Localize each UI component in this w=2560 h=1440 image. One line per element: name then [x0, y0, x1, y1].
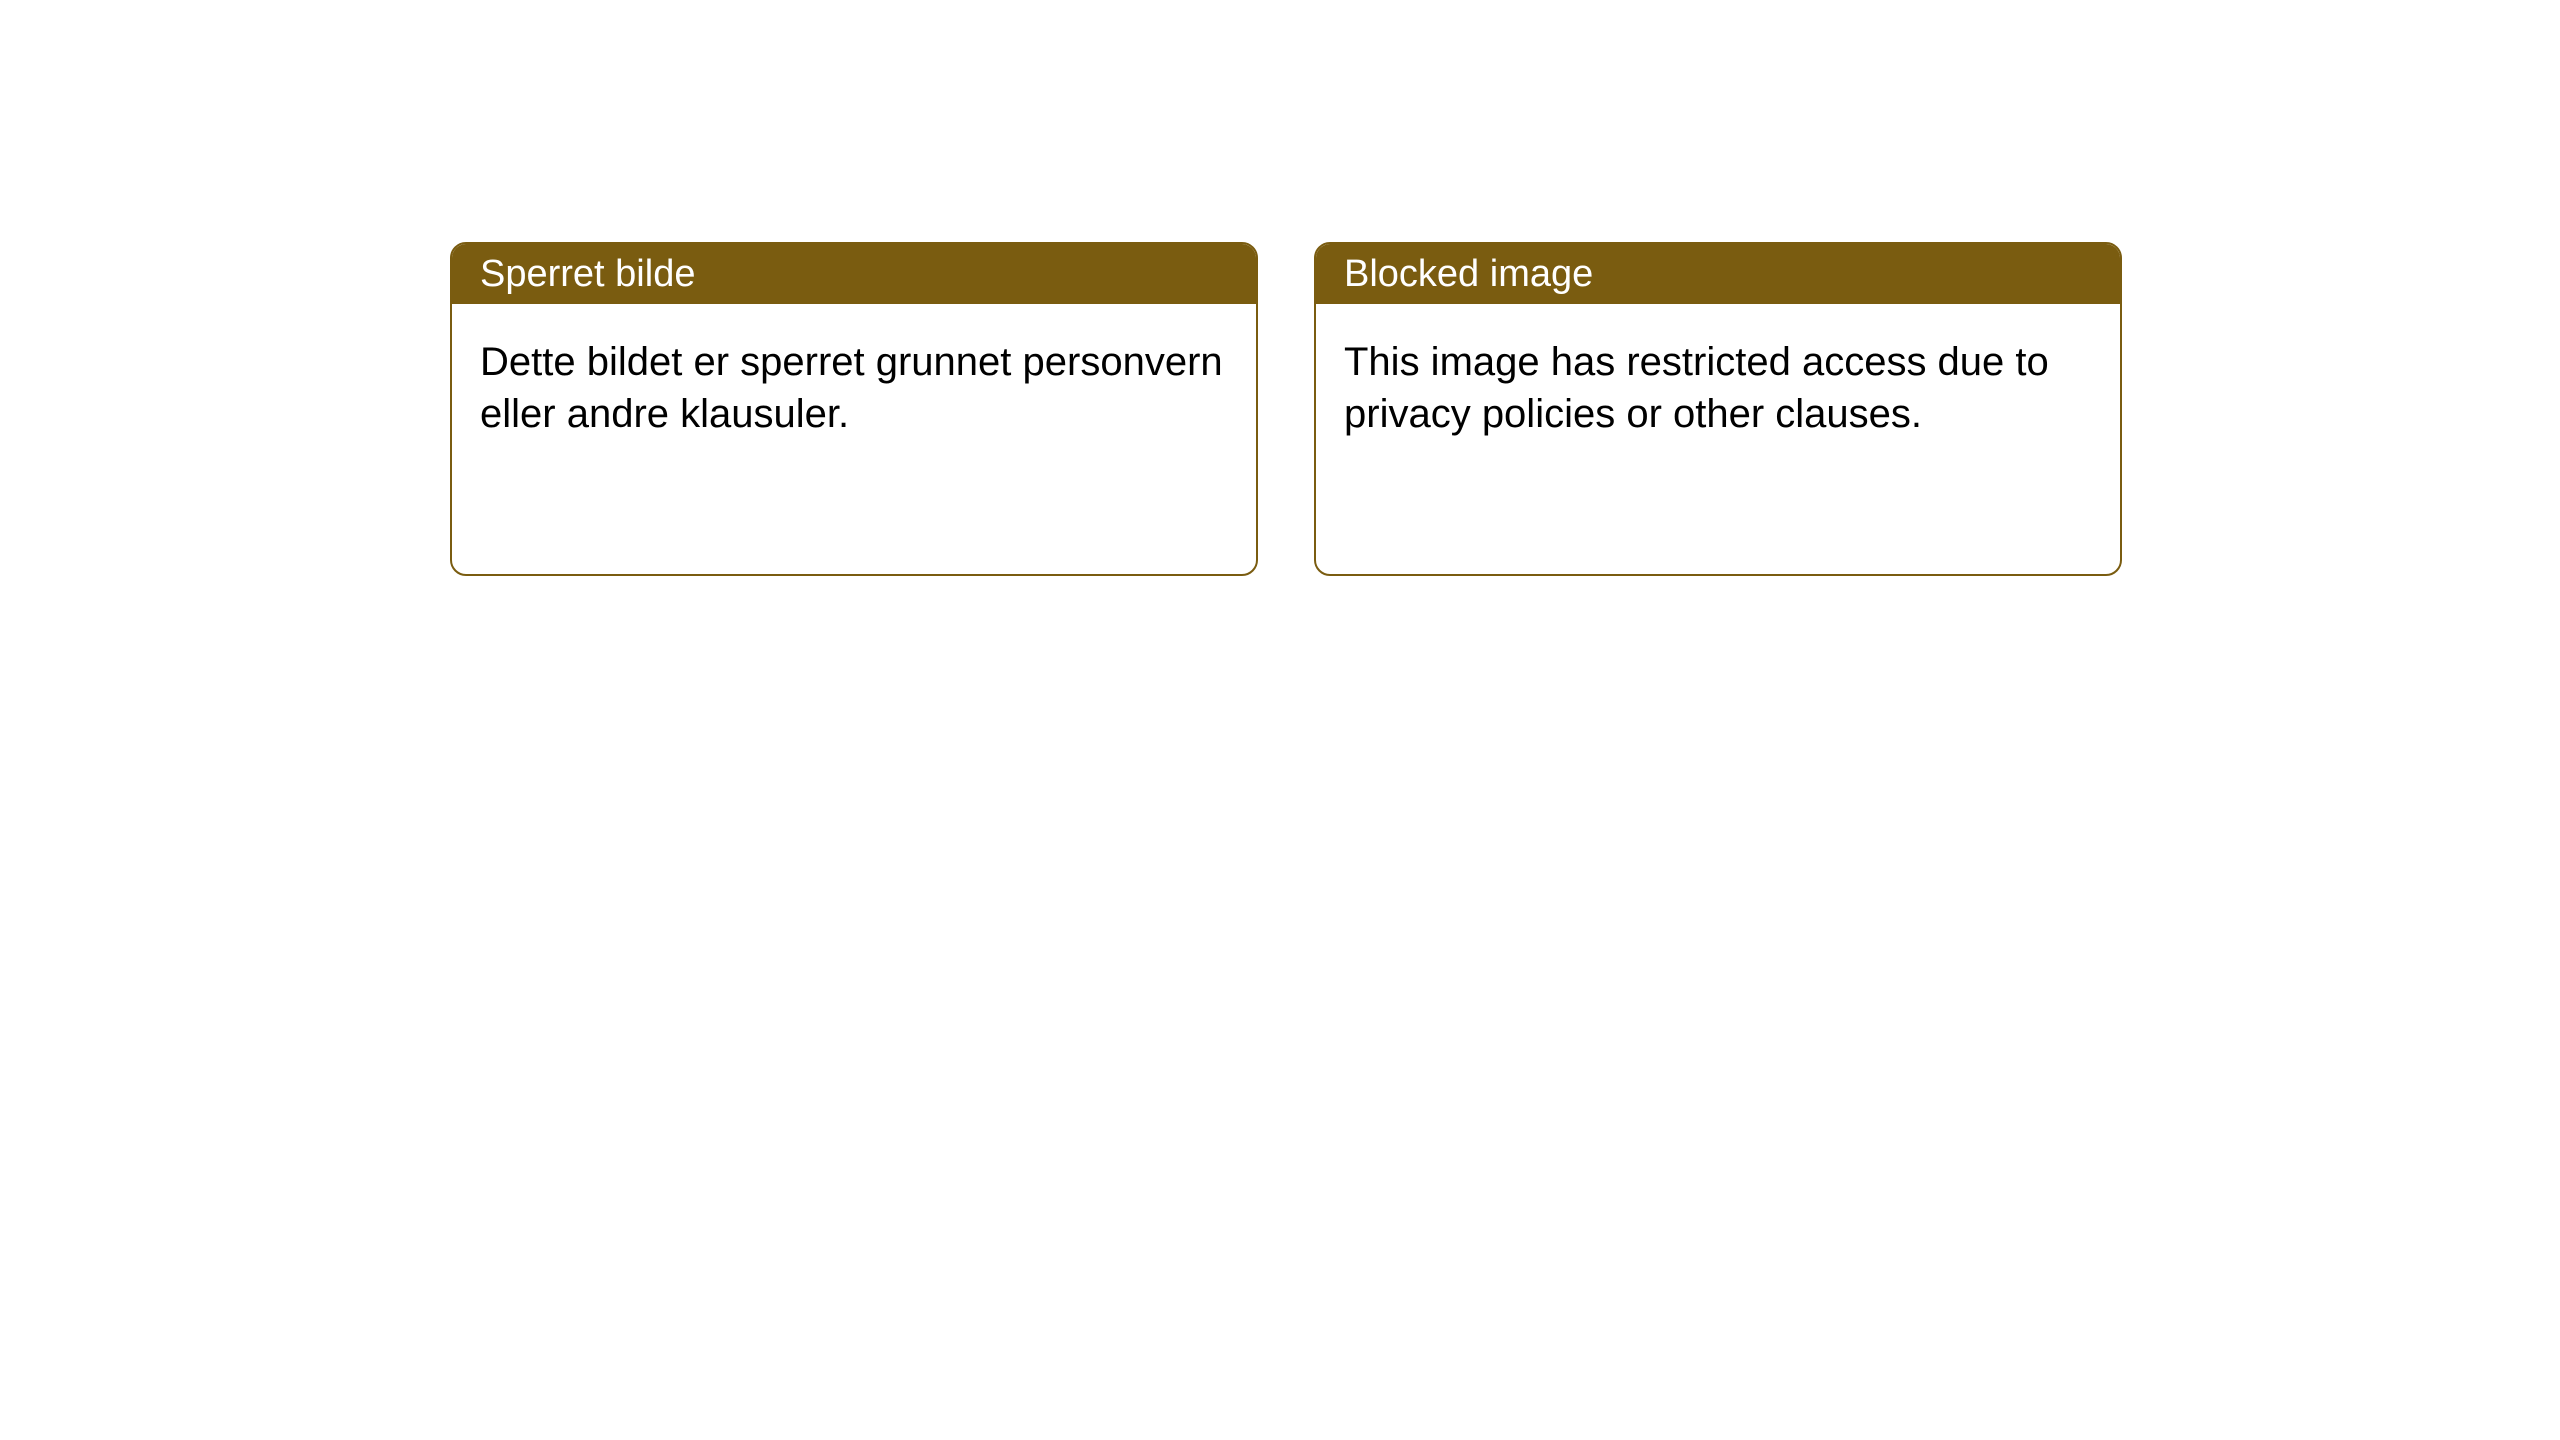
notice-container: Sperret bilde Dette bildet er sperret gr… [0, 0, 2560, 576]
notice-card-english: Blocked image This image has restricted … [1314, 242, 2122, 576]
notice-title: Sperret bilde [480, 253, 695, 296]
notice-body-text: Dette bildet er sperret grunnet personve… [480, 340, 1223, 436]
notice-title: Blocked image [1344, 253, 1593, 296]
notice-header: Sperret bilde [452, 244, 1256, 304]
notice-header: Blocked image [1316, 244, 2120, 304]
notice-body: Dette bildet er sperret grunnet personve… [452, 304, 1256, 472]
notice-card-norwegian: Sperret bilde Dette bildet er sperret gr… [450, 242, 1258, 576]
notice-body-text: This image has restricted access due to … [1344, 340, 2049, 436]
notice-body: This image has restricted access due to … [1316, 304, 2120, 472]
